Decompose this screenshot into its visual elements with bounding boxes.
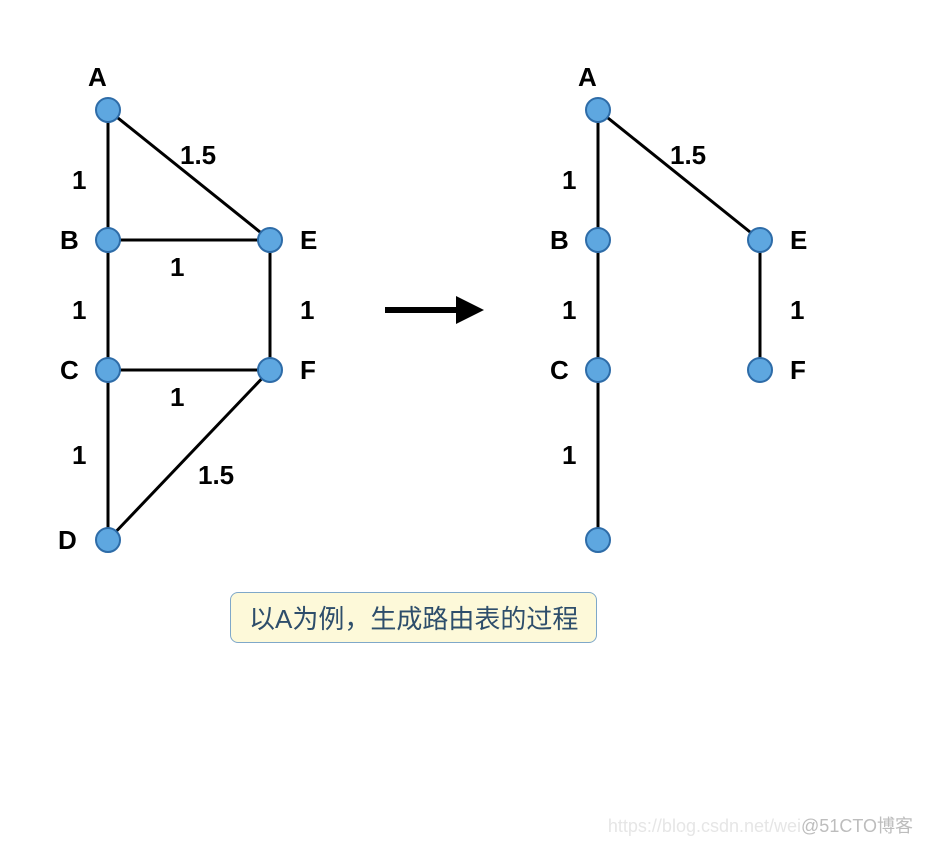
- graph-node: [748, 358, 772, 382]
- caption-box: 以A为例，生成路由表的过程: [230, 592, 597, 643]
- graph-node: [586, 358, 610, 382]
- graph-node: [96, 228, 120, 252]
- edge-weight-label: 1: [790, 295, 804, 326]
- node-label: F: [790, 355, 806, 386]
- edge-weight-label: 1.5: [670, 140, 706, 171]
- node-label: E: [300, 225, 317, 256]
- node-label: C: [550, 355, 569, 386]
- diagram-canvas: { "type": "network", "background_color":…: [0, 0, 927, 850]
- edge-weight-label: 1: [170, 252, 184, 283]
- graph-node: [96, 528, 120, 552]
- graph-node: [258, 228, 282, 252]
- arrow-head-icon: [456, 296, 484, 324]
- edge-weight-label: 1.5: [180, 140, 216, 171]
- edge-weight-label: 1: [72, 440, 86, 471]
- graph-node: [586, 98, 610, 122]
- node-label: E: [790, 225, 807, 256]
- svg-layer: [0, 0, 927, 850]
- node-label: B: [550, 225, 569, 256]
- graph-node: [586, 228, 610, 252]
- graph-node: [96, 98, 120, 122]
- graph-node: [748, 228, 772, 252]
- node-label: F: [300, 355, 316, 386]
- graph-node: [258, 358, 282, 382]
- graph-edge: [598, 110, 760, 240]
- caption-text: 以A为例，生成路由表的过程: [249, 604, 578, 634]
- edge-weight-label: 1: [562, 440, 576, 471]
- edge-weight-label: 1: [562, 295, 576, 326]
- node-label: D: [58, 525, 77, 556]
- edge-weight-label: 1: [72, 295, 86, 326]
- graph-edge: [108, 370, 270, 540]
- edge-weight-label: 1: [300, 295, 314, 326]
- graph-edge: [108, 110, 270, 240]
- edge-weight-label: 1.5: [198, 460, 234, 491]
- watermark-faint: https://blog.csdn.net/wei: [608, 816, 801, 836]
- graph-node: [586, 528, 610, 552]
- graph-node: [96, 358, 120, 382]
- watermark: https://blog.csdn.net/wei@51CTO博客: [608, 812, 913, 838]
- node-label: A: [88, 62, 107, 93]
- node-label: B: [60, 225, 79, 256]
- watermark-strong: @51CTO博客: [801, 816, 913, 836]
- edge-weight-label: 1: [72, 165, 86, 196]
- node-label: C: [60, 355, 79, 386]
- edge-weight-label: 1: [170, 382, 184, 413]
- edge-weight-label: 1: [562, 165, 576, 196]
- node-label: A: [578, 62, 597, 93]
